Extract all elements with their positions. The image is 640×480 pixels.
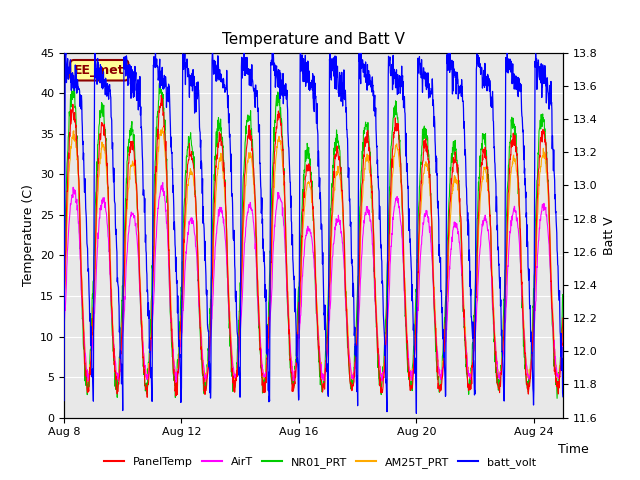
Title: Temperature and Batt V: Temperature and Batt V	[222, 33, 405, 48]
X-axis label: Time: Time	[558, 443, 589, 456]
Y-axis label: Batt V: Batt V	[604, 216, 616, 254]
Y-axis label: Temperature (C): Temperature (C)	[22, 184, 35, 286]
Text: EE_met: EE_met	[74, 64, 125, 77]
Legend: PanelTemp, AirT, NR01_PRT, AM25T_PRT, batt_volt: PanelTemp, AirT, NR01_PRT, AM25T_PRT, ba…	[100, 452, 540, 472]
